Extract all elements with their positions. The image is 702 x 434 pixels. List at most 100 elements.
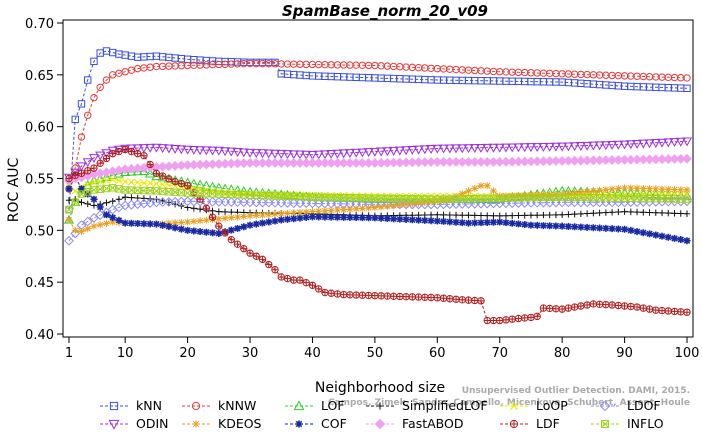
point-cof-99: [677, 236, 685, 244]
point-kdeos-74: [521, 191, 529, 199]
point-kdeos-43: [327, 206, 335, 214]
point-kdeos-66: [471, 184, 479, 192]
point-cof-19: [177, 225, 185, 233]
point-cof-8: [109, 214, 117, 222]
y-tick-label-1: 0.45: [25, 276, 54, 291]
point-ldf-57: [414, 293, 423, 301]
point-lof-89: [613, 187, 624, 197]
point-knn-3: [77, 100, 86, 108]
point-cof-96: [658, 232, 666, 240]
x-tick-label-0: 1: [65, 346, 73, 361]
point-simplifiedlof-70: [496, 212, 503, 220]
point-ldf-83: [577, 302, 585, 310]
series-line-loop: [68, 178, 688, 197]
point-cof-31: [252, 220, 260, 228]
point-simplifiedlof-92: [633, 208, 641, 216]
point-odin-54: [394, 146, 405, 156]
point-ldf-70: [496, 316, 504, 325]
x-tick-label-4: 40: [304, 346, 321, 361]
point-kdeos-97: [664, 185, 672, 193]
point-simplifiedlof-75: [527, 212, 535, 219]
point-ldf-64: [458, 296, 466, 304]
x-tick-label-7: 70: [491, 346, 508, 361]
point-cof-88: [608, 225, 616, 233]
point-kdeos-7: [102, 219, 110, 227]
point-ldf-100: [683, 308, 691, 316]
point-odin-28: [232, 148, 243, 157]
point-odin-50: [369, 147, 380, 157]
point-cof-45: [340, 213, 348, 221]
point-simplifiedlof-98: [671, 210, 678, 217]
point-simplifiedlof-16: [159, 197, 166, 205]
point-odin-87: [600, 141, 611, 151]
point-odin-90: [619, 140, 630, 150]
point-kdeos-5: [90, 222, 98, 230]
point-simplifiedlof-68: [484, 212, 491, 219]
point-odin-15: [151, 143, 162, 153]
point-cof-50: [371, 214, 379, 222]
point-ldf-52: [383, 292, 392, 300]
point-simplifiedlof-97: [665, 209, 672, 217]
point-cof-24: [209, 229, 217, 237]
point-loop-9: [115, 177, 123, 185]
point-cof-30: [246, 221, 254, 229]
point-kdeos-70: [496, 192, 504, 200]
point-ldf-6: [96, 159, 104, 167]
point-cof-92: [633, 228, 641, 236]
series-knnw: [65, 59, 691, 193]
point-cof-38: [296, 214, 304, 222]
point-kdeos-45: [340, 206, 348, 214]
point-odin-73: [513, 143, 524, 153]
point-kdeos-48: [358, 204, 366, 212]
point-inflo-16: [158, 187, 167, 196]
point-cof-82: [571, 223, 579, 231]
point-lof-8: [107, 170, 118, 180]
point-kdeos-28: [234, 213, 242, 221]
point-odin-68: [482, 143, 493, 153]
point-ldof-20: [182, 196, 193, 207]
point-kdeos-1: [65, 216, 73, 224]
point-knnw-8: [108, 71, 117, 79]
point-loop-24: [209, 187, 217, 195]
point-kdeos-67: [477, 182, 485, 190]
point-odin-27: [226, 147, 237, 157]
legend-marker-ldf: [509, 419, 519, 429]
point-ldf-7: [102, 154, 111, 163]
point-ldf-41: [314, 285, 323, 293]
point-cof-32: [259, 219, 267, 227]
point-ldof-33: [263, 197, 274, 208]
point-ldf-78: [545, 304, 554, 313]
legend-item-inflo: INFLO: [591, 416, 664, 431]
point-odin-42: [319, 150, 330, 160]
point-ldf-65: [464, 296, 473, 304]
x-tick-label-6: 60: [429, 346, 446, 361]
point-odin-60: [432, 144, 443, 154]
point-inflo-23: [202, 189, 211, 198]
point-cof-76: [533, 221, 541, 229]
point-ldf-76: [533, 312, 541, 321]
point-simplifiedlof-5: [90, 202, 98, 209]
point-ldf-74: [520, 314, 529, 322]
legend-marker-simplifiedlof: [376, 402, 384, 410]
point-cof-14: [146, 220, 154, 228]
point-odin-47: [351, 148, 362, 158]
point-kdeos-36: [283, 209, 291, 217]
point-odin-17: [163, 144, 174, 154]
point-odin-41: [313, 150, 324, 160]
point-ldf-10: [121, 145, 129, 154]
y-tick-label-6: 0.70: [25, 17, 54, 32]
point-odin-55: [401, 146, 412, 156]
point-kdeos-61: [440, 196, 448, 204]
point-knnw-3: [77, 133, 86, 141]
point-kdeos-87: [602, 186, 610, 194]
point-kdeos-33: [265, 211, 273, 219]
point-cof-62: [446, 218, 454, 226]
point-cof-7: [102, 211, 110, 219]
point-odin-21: [188, 145, 199, 155]
point-cof-17: [165, 223, 173, 231]
point-odin-16: [157, 144, 168, 154]
point-kdeos-71: [502, 192, 510, 200]
point-odin-74: [519, 143, 530, 153]
legend-item-knnw: kNNW: [182, 398, 256, 413]
point-odin-22: [195, 146, 206, 156]
